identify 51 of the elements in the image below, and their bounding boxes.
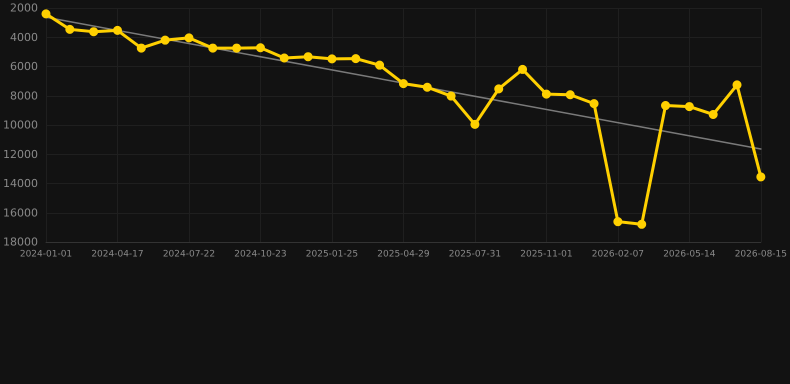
point: [613, 217, 622, 226]
point: [327, 54, 336, 64]
point: [280, 54, 289, 63]
x-tick-label: 2026-02-07: [592, 250, 644, 260]
point: [351, 54, 360, 64]
point: [566, 90, 575, 100]
point: [208, 44, 218, 53]
point: [684, 102, 694, 112]
point: [637, 220, 646, 229]
y-tick-label: 10000: [3, 118, 38, 132]
point: [494, 84, 504, 94]
point: [661, 101, 670, 110]
point: [398, 79, 408, 88]
point: [232, 44, 242, 53]
y-tick-label: 6000: [10, 60, 38, 73]
point: [184, 33, 194, 42]
point: [136, 44, 146, 53]
point: [422, 82, 432, 92]
point: [756, 172, 766, 182]
x-tick-label: 2024-07-22: [162, 250, 216, 260]
point: [732, 80, 742, 90]
point: [65, 24, 74, 34]
point: [542, 90, 551, 99]
x-tick-label: 2024-04-17: [91, 250, 144, 260]
point: [256, 43, 265, 52]
y-tick-label: 8000: [10, 89, 38, 102]
point: [42, 9, 50, 18]
point: [470, 120, 480, 129]
point: [304, 52, 313, 62]
x-tick-label: 2026-08-15: [734, 250, 788, 260]
point: [518, 64, 528, 74]
y-tick-label: 14000: [3, 177, 38, 190]
y-tick-label: 2000: [10, 2, 38, 14]
point: [708, 110, 718, 119]
y-tick-label: 16000: [3, 206, 38, 220]
x-tick-label: 2025-07-31: [448, 250, 502, 260]
x-tick-label: 2025-04-29: [377, 250, 430, 260]
y-tick-label: 12000: [3, 148, 38, 161]
point: [375, 60, 384, 70]
y-tick-label: 4000: [10, 30, 38, 44]
x-tick-label: 2026-05-14: [663, 250, 716, 260]
x-tick-label: 2025-11-01: [520, 250, 573, 260]
point: [160, 36, 170, 45]
x-tick-label: 2025-01-25: [306, 250, 358, 260]
point: [89, 27, 98, 36]
x-tick-label: 2024-01-01: [20, 250, 72, 260]
point: [590, 99, 599, 108]
point: [112, 26, 122, 35]
point: [446, 92, 456, 101]
x-tick-label: 2024-10-23: [234, 250, 287, 260]
y-tick-label: 18000: [3, 236, 38, 248]
